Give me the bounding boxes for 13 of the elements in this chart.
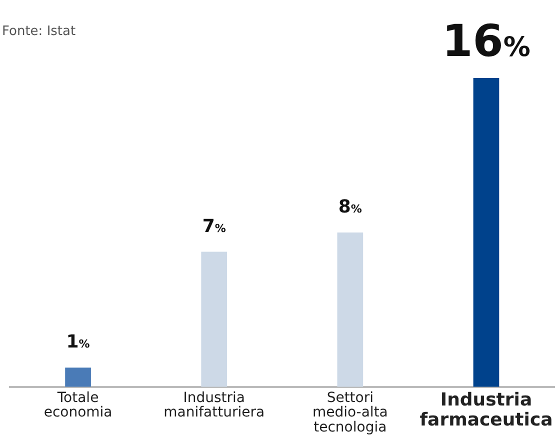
x-tick-label: Totale economia — [44, 390, 112, 421]
x-tick-label: Industria farmaceutica — [420, 389, 553, 430]
x-tick-label: Industria manifatturiera — [164, 390, 265, 421]
data-label: 7% — [202, 216, 226, 237]
bar — [337, 232, 364, 387]
data-label: 1% — [66, 332, 90, 353]
bar — [473, 78, 500, 387]
data-label: 16% — [442, 16, 530, 67]
source-note: Fonte: Istat — [2, 24, 76, 39]
x-tick-label: Settori medio-alta tecnologia — [312, 390, 388, 436]
bar — [65, 368, 91, 387]
bar — [201, 252, 228, 387]
data-label: 8% — [338, 196, 362, 218]
